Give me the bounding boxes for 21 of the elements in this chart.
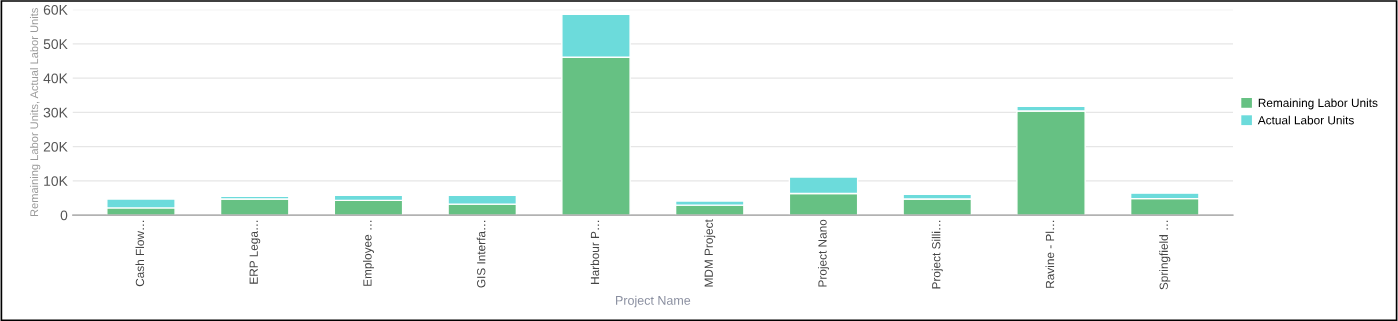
legend-label: Remaining Labor Units: [1258, 98, 1378, 110]
x-tick-label: Project Silli…: [931, 220, 943, 289]
y-tick-label: 60K: [43, 4, 68, 15]
x-tick-label: Project Nano: [818, 219, 830, 287]
x-tick-label: Employee …: [362, 220, 374, 286]
y-tick-label: 0: [60, 210, 68, 221]
y-tick-label: 10K: [44, 176, 68, 186]
x-tick-label: MDM Project: [704, 219, 716, 287]
y-tick-label: 20K: [43, 141, 68, 152]
x-tick-label: ERP Lega…: [249, 220, 261, 284]
x-tick-label: Springfield …: [1159, 220, 1171, 290]
x-axis-title: Project Name: [616, 295, 691, 308]
x-tick-label: Cash Flow…: [135, 220, 145, 287]
y-tick-label: 40K: [43, 73, 68, 84]
x-tick-label: Harbour P…: [590, 220, 600, 284]
y-axis-title: Remaining Labor Units, Actual Labor Units: [29, 8, 41, 217]
legend-label: Actual Labor Units: [1257, 115, 1354, 125]
x-tick-label: Ravine - Pl…: [1045, 220, 1055, 288]
x-tick-label: GIS Interfa…: [476, 220, 486, 288]
y-tick-label: 50K: [43, 39, 68, 50]
y-tick-label: 30K: [43, 107, 68, 118]
